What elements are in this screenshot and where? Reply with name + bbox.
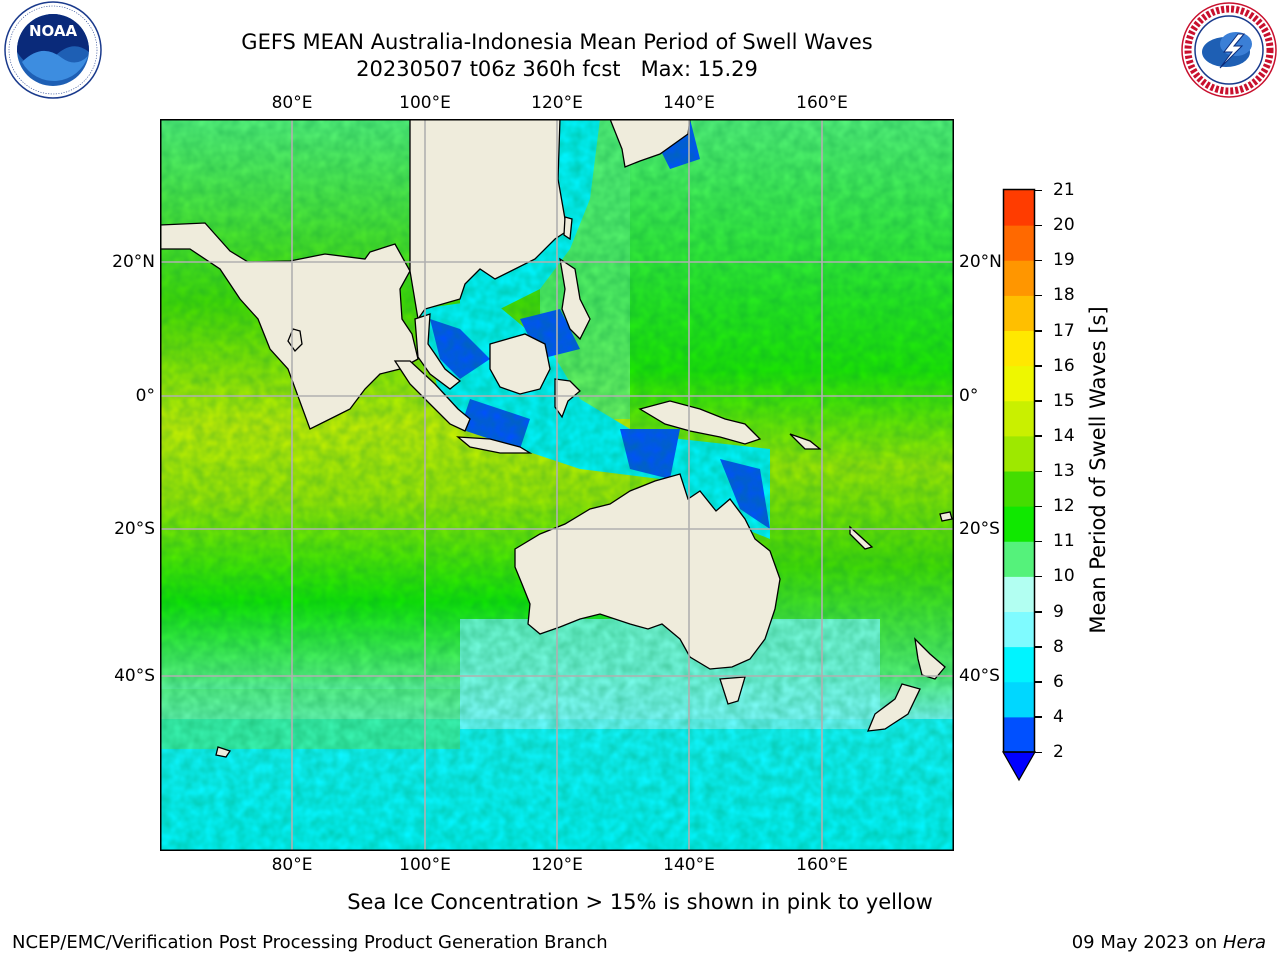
colorbar-tick-label: 11 bbox=[1053, 531, 1075, 552]
colorbar-swatch bbox=[1004, 681, 1034, 718]
colorbar-tick-label: 8 bbox=[1053, 636, 1064, 657]
footer-date: 09 May 2023 on Hera bbox=[1072, 932, 1266, 953]
colorbar-tick-mark bbox=[1034, 330, 1042, 332]
colorbar-tick-label: 20 bbox=[1053, 215, 1075, 236]
colorbar-tick-label: 13 bbox=[1053, 461, 1075, 481]
colorbar-tick-label: 18 bbox=[1053, 285, 1075, 306]
colorbar-tick-mark bbox=[1034, 716, 1042, 718]
lon-tick-top-80: 80°E bbox=[271, 93, 313, 113]
lon-tick-bottom-160: 160°E bbox=[796, 855, 848, 875]
colorbar-swatch bbox=[1004, 400, 1034, 437]
footer-host: Hera bbox=[1222, 932, 1266, 953]
colorbar-swatch bbox=[1004, 330, 1034, 367]
lat-tick-left-0: 0° bbox=[135, 386, 155, 406]
sea-ice-note: Sea Ice Concentration > 15% is shown in … bbox=[347, 890, 933, 914]
colorbar-swatch bbox=[1004, 295, 1034, 332]
colorbar-tick-label: 16 bbox=[1053, 355, 1075, 376]
colorbar-tick-mark bbox=[1034, 646, 1042, 648]
colorbar-title: Mean Period of Swell Waves [s] bbox=[1086, 306, 1110, 634]
colorbar-extend-arrow bbox=[1001, 751, 1037, 782]
colorbar-tick-mark bbox=[1034, 575, 1042, 578]
colorbar-swatch bbox=[1004, 576, 1034, 613]
footer-credit: NCEP/EMC/Verification Post Processing Pr… bbox=[12, 932, 608, 953]
nws-logo-icon bbox=[1181, 2, 1277, 98]
lat-tick-right-20n: 20°N bbox=[959, 252, 1002, 272]
colorbar-tick-label: 9 bbox=[1053, 601, 1064, 622]
colorbar-tick-mark bbox=[1034, 470, 1042, 472]
colorbar-tick-label: 12 bbox=[1053, 496, 1075, 517]
colorbar-swatch bbox=[1004, 190, 1034, 226]
lon-tick-top-160: 160°E bbox=[796, 93, 848, 113]
colorbar-tick-mark bbox=[1034, 400, 1042, 402]
colorbar-tick-mark bbox=[1034, 540, 1042, 543]
colorbar-tick-mark bbox=[1034, 751, 1042, 753]
colorbar bbox=[1001, 188, 1037, 782]
colorbar-tick-label: 4 bbox=[1053, 706, 1064, 727]
colorbar-swatch bbox=[1004, 541, 1034, 577]
colorbar-tick-label: 14 bbox=[1053, 425, 1075, 446]
colorbar-tick-mark bbox=[1034, 681, 1042, 683]
lon-tick-bottom-100: 100°E bbox=[399, 855, 451, 875]
colorbar-tick-mark bbox=[1034, 505, 1042, 508]
lat-tick-right-0: 0° bbox=[959, 386, 979, 406]
lon-tick-top-100: 100°E bbox=[399, 93, 451, 113]
colorbar-tick-label: 15 bbox=[1053, 390, 1075, 411]
colorbar-tick-mark bbox=[1034, 189, 1042, 191]
lat-tick-right-40s: 40°S bbox=[959, 666, 1000, 686]
colorbar-swatch bbox=[1004, 435, 1034, 472]
lon-tick-bottom-120: 120°E bbox=[531, 855, 583, 875]
map-title-line2: 20230507 t06z 360h fcst Max: 15.29 bbox=[356, 57, 758, 81]
colorbar-swatch bbox=[1004, 716, 1034, 753]
noaa-logo-text: NOAA bbox=[29, 22, 78, 40]
colorbar-tick-label: 19 bbox=[1053, 250, 1075, 271]
colorbar-swatch bbox=[1004, 225, 1034, 261]
colorbar-swatch bbox=[1004, 506, 1034, 542]
colorbar-tick-mark bbox=[1034, 435, 1042, 437]
colorbar-swatch bbox=[1004, 471, 1034, 507]
colorbar-tick-label: 21 bbox=[1053, 180, 1075, 200]
colorbar-tick-label: 6 bbox=[1053, 671, 1064, 692]
noaa-logo-icon: NOAA bbox=[4, 1, 102, 99]
map-title-line1: GEFS MEAN Australia-Indonesia Mean Perio… bbox=[241, 30, 873, 54]
lat-tick-left-40s: 40°S bbox=[114, 666, 155, 686]
colorbar-tick-label: 10 bbox=[1053, 566, 1075, 587]
lon-tick-top-140: 140°E bbox=[663, 93, 715, 113]
colorbar-tick-mark bbox=[1034, 259, 1042, 262]
lon-tick-top-120: 120°E bbox=[531, 93, 583, 113]
colorbar-swatch bbox=[1004, 365, 1034, 402]
colorbar-swatch bbox=[1004, 611, 1034, 648]
lat-tick-left-20s: 20°S bbox=[114, 519, 155, 539]
lon-tick-bottom-80: 80°E bbox=[271, 855, 313, 875]
lat-tick-right-20s: 20°S bbox=[959, 519, 1000, 539]
lat-tick-left-20n: 20°N bbox=[112, 252, 155, 272]
colorbar-tick-mark bbox=[1034, 611, 1042, 613]
colorbar-tick-mark bbox=[1034, 365, 1042, 367]
lon-tick-bottom-140: 140°E bbox=[663, 855, 715, 875]
footer-date-text: 09 May 2023 on bbox=[1071, 932, 1223, 953]
colorbar-tick-label: 2 bbox=[1053, 742, 1064, 762]
colorbar-tick-mark bbox=[1034, 224, 1042, 227]
colorbar-swatch bbox=[1004, 646, 1034, 683]
colorbar-tick-label: 17 bbox=[1053, 320, 1075, 341]
map-plot bbox=[160, 119, 954, 851]
colorbar-tick-mark bbox=[1034, 294, 1042, 297]
colorbar-swatch bbox=[1004, 260, 1034, 296]
